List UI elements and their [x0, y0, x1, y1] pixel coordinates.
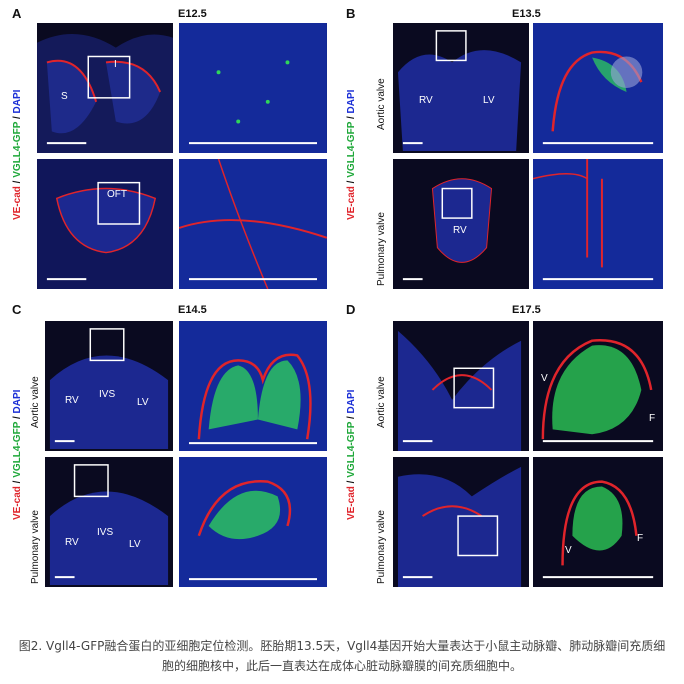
panel-d-ylabel: VE-cad / VGLL4-GFP / DAPI: [346, 389, 357, 520]
panel-a-stage: E12.5: [178, 8, 207, 20]
panel-c-bottom-right-image: [178, 456, 328, 588]
label-oft: OFT: [107, 189, 127, 200]
panel-c-row-aortic: Aortic valve: [30, 376, 41, 428]
panel-d-stage: E17.5: [512, 304, 541, 316]
label-lv-c: LV: [137, 397, 149, 408]
panel-c-top-left-image: RV IVS LV: [44, 320, 174, 452]
panel-d-row-pulmonary: Pulmonary valve: [376, 510, 387, 584]
caption-line-1: 图2. Vgll4-GFP融合蛋白的亚细胞定位检测。胚胎期13.5天，Vgll4…: [18, 639, 666, 653]
panel-b-row-aortic: Aortic valve: [376, 78, 387, 130]
figure-caption: 图2. Vgll4-GFP融合蛋白的亚细胞定位检测。胚胎期13.5天，Vgll4…: [0, 636, 684, 676]
panel-a-letter: A: [12, 6, 22, 21]
label-f-d: F: [649, 413, 656, 424]
panel-d-bottom-left-image: [392, 456, 530, 588]
panel-d-letter: D: [346, 302, 356, 317]
label-rv-c2: RV: [65, 537, 79, 548]
panel-b-ylabel: VE-cad / VGLL4-GFP / DAPI: [346, 89, 357, 220]
figure: A E12.5 VE-cad / VGLL4-GFP / DAPI S I: [12, 6, 664, 588]
panel-c-row-pulmonary: Pulmonary valve: [30, 510, 41, 584]
panel-d-row-aortic: Aortic valve: [376, 376, 387, 428]
panel-b-bottom-right-image: [532, 158, 664, 290]
label-v-d2: V: [565, 545, 572, 556]
panel-c-ylabel: VE-cad / VGLL4-GFP / DAPI: [12, 389, 23, 520]
caption-line-2: 胞的细胞核中，此后一直表达在成体心脏动脉瓣膜的间充质细胞中。: [161, 659, 522, 673]
panel-d-top-left-image: [392, 320, 530, 452]
label-rv: RV: [419, 95, 433, 106]
panel-c-top-right-image: [178, 320, 328, 452]
label-f-d2: F: [637, 533, 644, 544]
panel-c-bottom-left-image: RV IVS LV: [44, 456, 174, 588]
panel-b-stage: E13.5: [512, 8, 541, 20]
panel-a-top-right-image: [178, 22, 328, 154]
panel-b-top-left-image: RV LV: [392, 22, 530, 154]
label-v-d: V: [541, 373, 548, 384]
label-ivs-c: IVS: [99, 389, 116, 400]
panel-b-row-pulmonary: Pulmonary valve: [376, 212, 387, 286]
panel-c-letter: C: [12, 302, 22, 317]
panel-b-letter: B: [346, 6, 356, 21]
panel-a-ylabel: VE-cad / VGLL4-GFP / DAPI: [12, 89, 23, 220]
panel-c-stage: E14.5: [178, 304, 207, 316]
label-lv-c2: LV: [129, 539, 141, 550]
label-lv: LV: [483, 95, 495, 106]
label-i: I: [114, 59, 117, 70]
label-ivs-c2: IVS: [97, 527, 114, 538]
label-s: S: [61, 91, 68, 102]
label-rv-pulmonary: RV: [453, 225, 467, 236]
panel-b-top-right-image: [532, 22, 664, 154]
label-rv-c: RV: [65, 395, 79, 406]
panel-d-top-right-image: V F: [532, 320, 664, 452]
panel-b-bottom-left-image: RV: [392, 158, 530, 290]
panel-a-bottom-left-image: OFT: [36, 158, 174, 290]
panel-a-top-left-image: S I: [36, 22, 174, 154]
panel-a-bottom-right-image: [178, 158, 328, 290]
panel-d-bottom-right-image: V F: [532, 456, 664, 588]
